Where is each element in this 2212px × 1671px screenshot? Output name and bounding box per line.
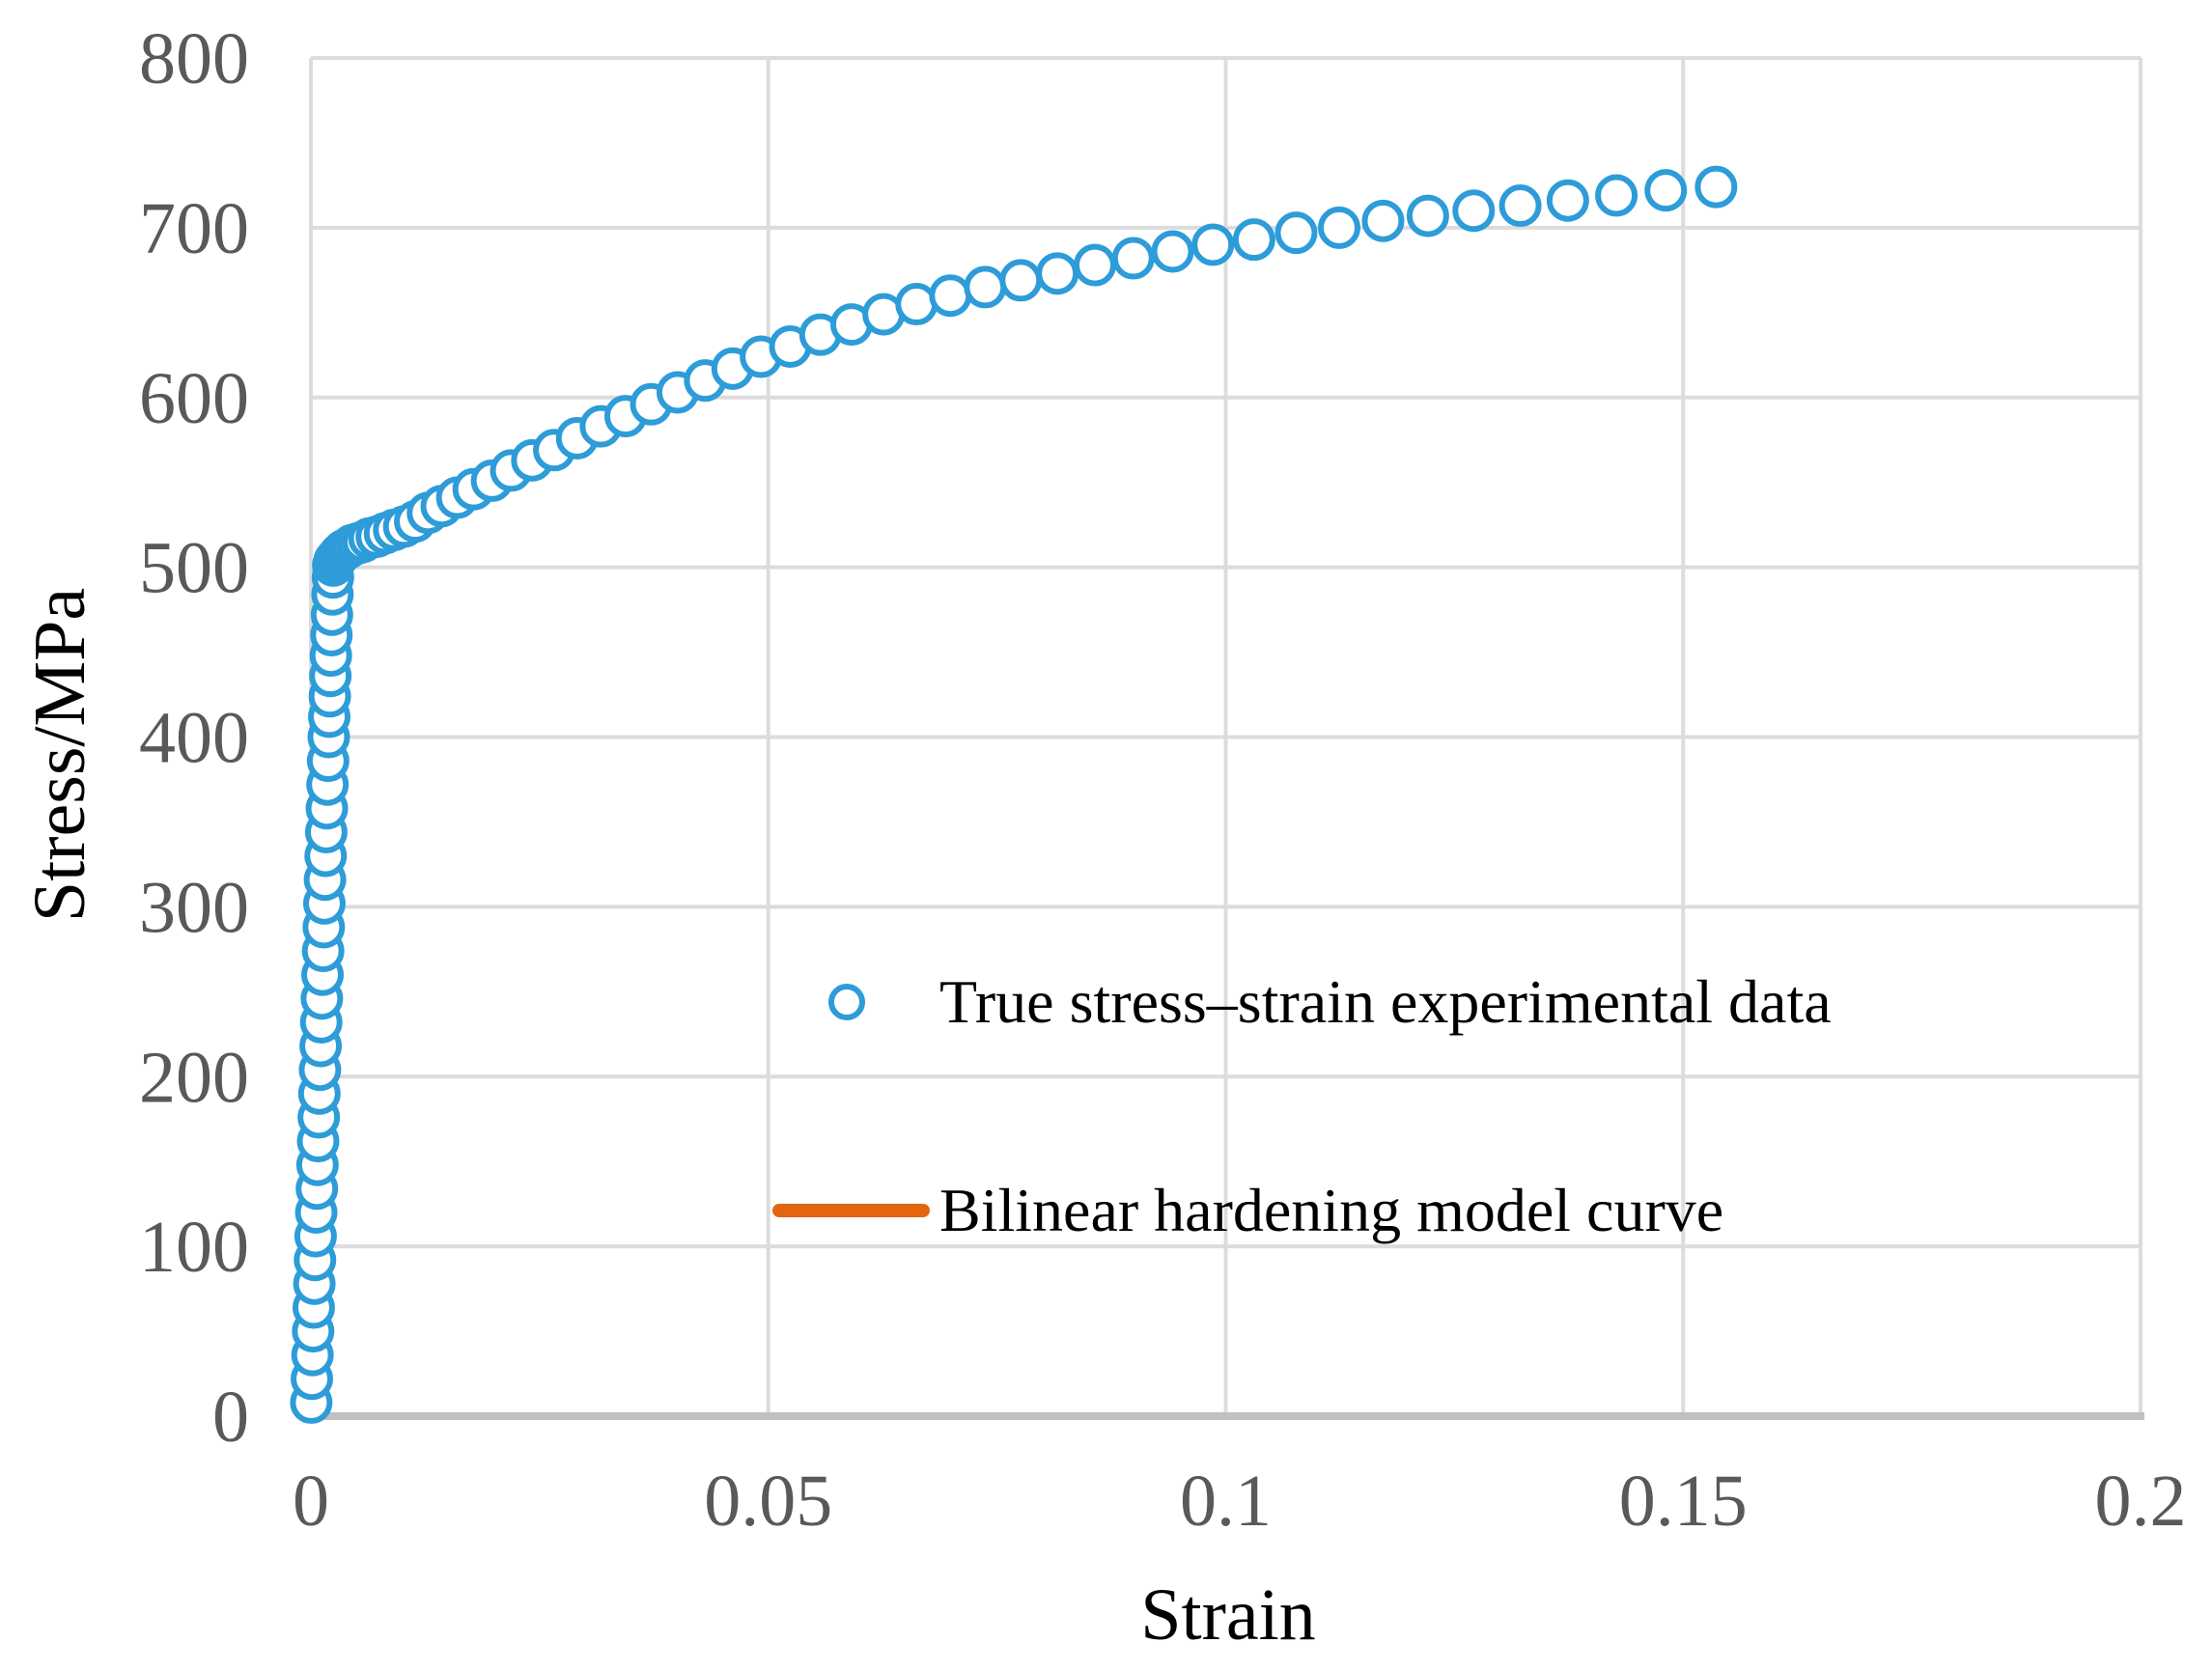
y-tick-label: 0 <box>212 1377 249 1458</box>
y-tick-label: 800 <box>139 18 249 99</box>
data-point-marker <box>1694 165 1738 209</box>
x-tick-label: 0.15 <box>1619 1461 1748 1542</box>
x-tick-label: 0 <box>293 1461 329 1542</box>
y-tick-label: 500 <box>139 528 249 609</box>
x-tick-label: 0.05 <box>704 1461 832 1542</box>
model-curve-line <box>304 338 775 1423</box>
data-point-marker <box>964 265 1007 309</box>
data-point-marker <box>1644 169 1688 212</box>
data-point-marker <box>1406 194 1449 237</box>
legend-label-model: Bilinear hardening model curve <box>939 1176 1724 1244</box>
y-tick-label: 100 <box>139 1207 249 1288</box>
data-point-marker <box>1595 174 1638 217</box>
y-tick-label: 400 <box>139 698 249 779</box>
y-tick-label: 600 <box>139 358 249 439</box>
y-axis-title: Stress/MPa <box>19 587 100 923</box>
scatter-marker-icon <box>828 984 865 1020</box>
data-point-marker <box>1317 206 1360 249</box>
data-point-marker <box>1036 252 1079 295</box>
x-tick-label: 0.1 <box>1180 1461 1272 1542</box>
data-point-marker <box>1232 218 1275 262</box>
data-point-marker <box>1498 184 1542 228</box>
data-point-marker <box>1191 223 1235 266</box>
legend-label-experimental: True stress–strain experimental data <box>939 967 1832 1036</box>
data-point-marker <box>929 274 972 318</box>
data-point-marker <box>895 283 938 326</box>
x-axis-title: Strain <box>1140 1574 1316 1656</box>
data-point-marker <box>1452 189 1496 233</box>
data-point-marker <box>1074 243 1117 287</box>
data-point-marker <box>1274 211 1318 255</box>
data-point-marker <box>999 259 1043 302</box>
y-tick-label: 300 <box>139 867 249 948</box>
y-tick-label: 200 <box>139 1037 249 1118</box>
x-tick-label: 0.2 <box>2095 1461 2187 1542</box>
data-point-marker <box>1546 179 1589 222</box>
line-swatch-icon <box>772 1204 930 1217</box>
data-point-marker <box>1111 237 1155 280</box>
y-tick-label: 700 <box>139 188 249 269</box>
data-point-marker <box>1151 230 1194 273</box>
data-point-marker <box>1361 199 1405 242</box>
